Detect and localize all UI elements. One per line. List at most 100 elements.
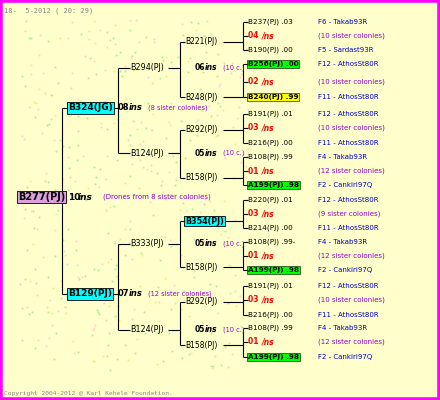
Point	[124, 137, 131, 143]
Point	[168, 306, 175, 313]
Point	[163, 54, 170, 60]
Point	[115, 303, 122, 309]
Point	[117, 68, 124, 74]
Point	[198, 106, 205, 113]
Point	[109, 278, 116, 284]
Text: F11 - AthosSt80R: F11 - AthosSt80R	[318, 140, 379, 146]
Point	[196, 85, 203, 92]
Point	[74, 128, 81, 134]
Point	[192, 220, 199, 226]
Point	[111, 22, 118, 28]
Point	[33, 100, 40, 106]
Point	[201, 196, 208, 202]
Point	[85, 28, 92, 35]
Point	[65, 187, 72, 193]
Point	[113, 262, 120, 268]
Point	[149, 80, 156, 86]
Point	[61, 247, 68, 254]
Point	[92, 40, 99, 46]
Point	[215, 82, 222, 89]
Point	[140, 138, 147, 144]
Point	[27, 208, 34, 214]
Point	[103, 353, 110, 360]
Point	[34, 336, 41, 343]
Text: 07: 07	[118, 290, 129, 298]
Point	[126, 172, 133, 179]
Point	[184, 195, 191, 201]
Point	[106, 204, 114, 211]
Text: 03: 03	[248, 296, 261, 304]
Text: ins: ins	[205, 148, 217, 158]
Point	[98, 123, 105, 130]
Point	[154, 329, 161, 336]
Point	[111, 40, 118, 47]
Point	[22, 276, 29, 282]
Point	[103, 153, 110, 159]
Point	[200, 238, 207, 244]
Point	[212, 352, 219, 359]
Point	[103, 29, 110, 36]
Point	[159, 178, 166, 184]
Point	[17, 280, 24, 287]
Point	[111, 240, 118, 246]
Point	[128, 316, 135, 323]
Point	[90, 358, 97, 364]
Point	[168, 243, 175, 249]
Point	[143, 238, 150, 244]
Text: 03: 03	[248, 124, 261, 132]
Text: 01: 01	[248, 166, 261, 176]
Point	[219, 324, 226, 330]
Point	[179, 354, 186, 361]
Point	[179, 32, 186, 38]
Point	[113, 52, 120, 58]
Point	[39, 130, 46, 137]
Point	[67, 112, 74, 119]
Point	[127, 17, 134, 24]
Point	[126, 132, 133, 138]
Point	[92, 322, 99, 328]
Point	[130, 321, 137, 327]
Point	[229, 351, 236, 358]
Point	[238, 174, 246, 180]
Point	[70, 350, 77, 356]
Text: 05: 05	[195, 148, 205, 158]
Text: (12 sister colonies): (12 sister colonies)	[318, 168, 385, 174]
Text: ins: ins	[205, 240, 217, 248]
Point	[129, 242, 136, 249]
Point	[53, 210, 60, 217]
Point	[137, 250, 144, 256]
Point	[163, 196, 170, 202]
Point	[74, 96, 81, 102]
Text: F6 - Takab93R: F6 - Takab93R	[318, 19, 367, 25]
Point	[177, 252, 184, 258]
Point	[191, 236, 198, 242]
Point	[63, 197, 70, 204]
Point	[170, 282, 177, 288]
Point	[62, 252, 69, 258]
Point	[90, 325, 97, 332]
Point	[125, 357, 132, 363]
Text: B214(PJ) .00: B214(PJ) .00	[248, 225, 293, 231]
Text: /ns: /ns	[262, 210, 275, 218]
Point	[39, 192, 46, 198]
Text: B333(PJ): B333(PJ)	[130, 240, 164, 248]
Point	[215, 131, 222, 138]
Point	[218, 231, 225, 237]
Point	[136, 157, 143, 163]
Point	[194, 116, 202, 123]
Point	[28, 35, 35, 42]
Point	[129, 118, 136, 124]
Point	[222, 228, 229, 234]
Point	[221, 344, 228, 350]
Point	[58, 278, 65, 284]
Point	[152, 330, 159, 336]
Text: 05: 05	[195, 240, 205, 248]
Point	[76, 276, 83, 282]
Point	[185, 69, 192, 76]
Text: 06: 06	[195, 64, 205, 72]
Point	[102, 99, 109, 106]
Point	[127, 226, 134, 232]
Point	[214, 112, 221, 118]
Point	[106, 37, 113, 43]
Point	[197, 217, 204, 224]
